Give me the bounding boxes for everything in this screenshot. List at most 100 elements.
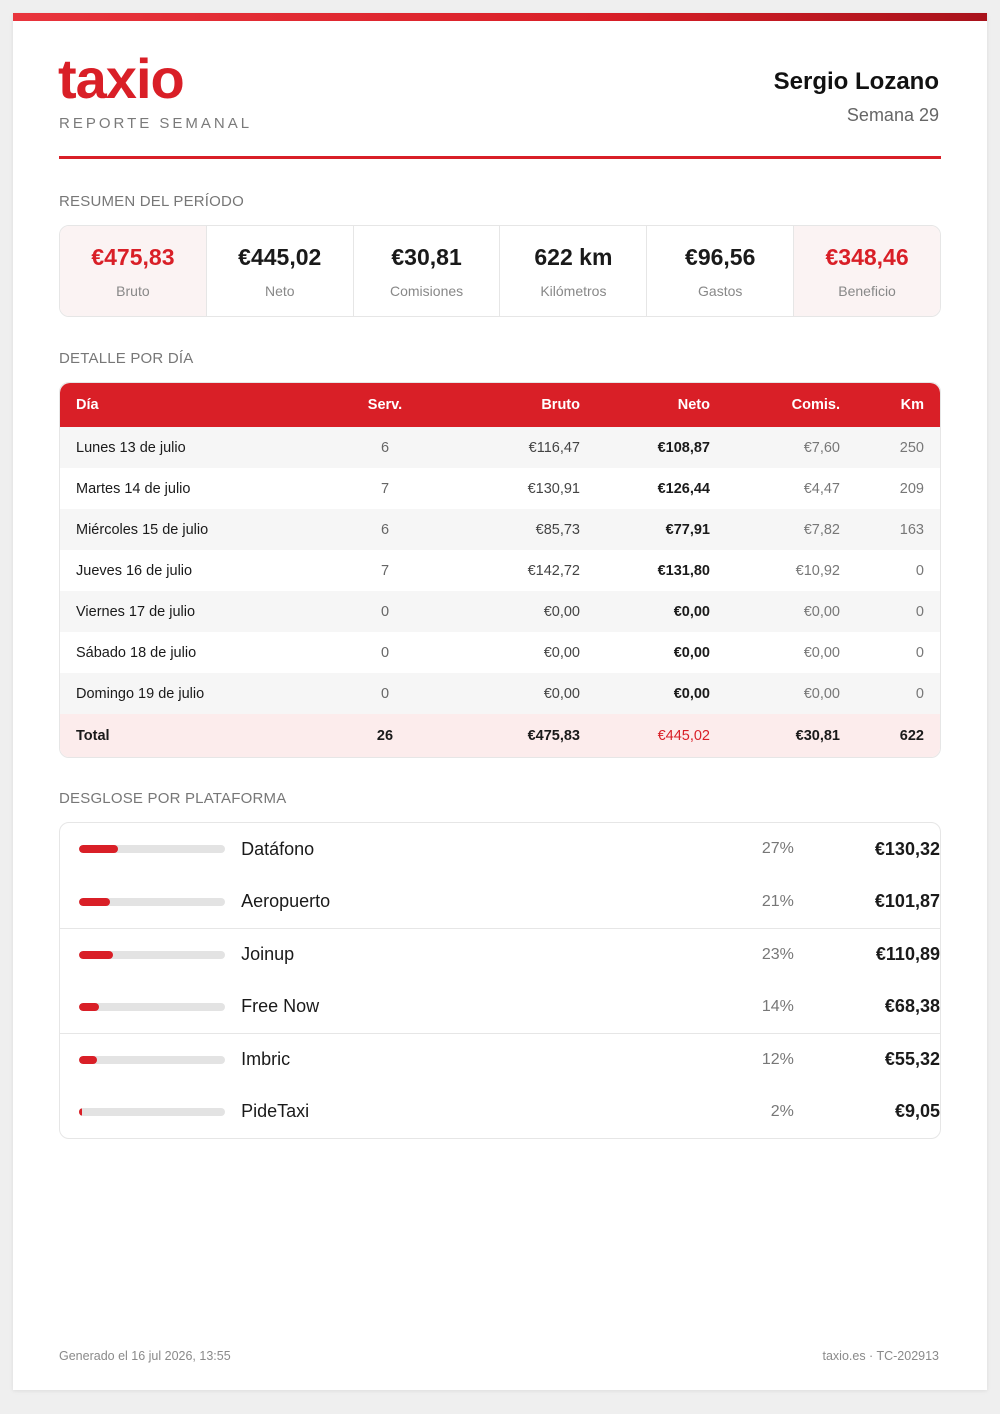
card-value: €475,83 — [91, 243, 175, 270]
day-cell: Jueves 16 de julio — [76, 562, 193, 579]
km-cell: 250 — [899, 439, 924, 456]
platform-name: Aeropuerto — [241, 891, 331, 912]
total-km: 622 — [899, 727, 924, 744]
bruto-cell: €142,72 — [527, 562, 580, 579]
card-value: €445,02 — [238, 243, 322, 270]
taxio-logo: taxio — [58, 47, 185, 110]
driver-name: Sergio Lozano — [773, 68, 939, 95]
services-cell: 7 — [380, 480, 390, 497]
summary-cards: €475,83 Bruto €445,02 Neto €30,81 Comisi… — [59, 225, 941, 317]
summary-card-kilometros: 622 km Kilómetros — [500, 226, 648, 316]
platform-row: Aeropuerto 21% €101,87 — [60, 876, 940, 929]
table-row: Jueves 16 de julio 7 €142,72 €131,80 €10,92 0 — [60, 550, 940, 591]
neto-cell: €126,44 — [657, 480, 710, 497]
card-label: Gastos — [698, 282, 743, 299]
share-bar-fill — [79, 950, 113, 959]
column-header: Día — [76, 397, 99, 413]
bruto-cell: €0,00 — [543, 603, 580, 620]
km-cell: 163 — [899, 521, 924, 538]
comisiones-cell: €10,92 — [795, 562, 840, 579]
bruto-cell: €0,00 — [543, 644, 580, 661]
platform-row: Joinup 23% €110,89 — [60, 928, 940, 981]
summary-section-title: RESUMEN DEL PERÍODO — [59, 193, 244, 210]
table-row: Lunes 13 de julio 6 €116,47 €108,87 €7,60 250 — [60, 427, 940, 468]
platform-amount: €110,89 — [875, 944, 940, 965]
table-row: Sábado 18 de julio 0 €0,00 €0,00 €0,00 0 — [60, 632, 940, 673]
bruto-cell: €130,91 — [527, 480, 580, 497]
day-cell: Sábado 18 de julio — [76, 644, 197, 661]
summary-card-neto: €445,02 Neto — [207, 226, 354, 316]
total-bruto: €475,83 — [527, 727, 580, 744]
share-bar-track — [79, 1002, 226, 1011]
table-body: Lunes 13 de julio 6 €116,47 €108,87 €7,60 250… — [60, 427, 940, 714]
total-comisiones: €30,81 — [795, 727, 840, 744]
platform-percent: 23% — [761, 945, 794, 963]
platform-name: Datáfono — [241, 838, 315, 859]
report-reference: taxio.es · TC-202913 — [822, 1349, 940, 1363]
week-label: Semana 29 — [846, 105, 939, 125]
card-label: Kilómetros — [540, 282, 607, 299]
neto-cell: €77,91 — [665, 521, 710, 538]
platform-percent: 2% — [770, 1102, 794, 1120]
daily-section-title: DETALLE POR DÍA — [59, 350, 194, 367]
km-cell: 209 — [899, 480, 924, 497]
comisiones-cell: €0,00 — [803, 685, 840, 702]
platform-percent: 14% — [761, 997, 794, 1015]
neto-cell: €0,00 — [673, 644, 710, 661]
report-page: taxio REPORTE SEMANAL Sergio Lozano Sema… — [13, 13, 987, 1390]
platform-amount: €101,87 — [874, 891, 940, 912]
platform-name: Free Now — [241, 996, 320, 1017]
summary-card-comisiones: €30,81 Comisiones — [354, 226, 501, 316]
km-cell: 0 — [915, 562, 924, 579]
comisiones-cell: €0,00 — [803, 603, 840, 620]
comisiones-cell: €4,47 — [803, 480, 840, 497]
total-neto: €445,02 — [657, 727, 710, 744]
summary-card-gastos: €96,56 Gastos — [647, 226, 795, 316]
table-row: Viernes 17 de julio 0 €0,00 €0,00 €0,00 0 — [60, 591, 940, 632]
platform-percent: 21% — [761, 892, 794, 910]
comisiones-cell: €0,00 — [803, 644, 840, 661]
platform-row: Imbric 12% €55,32 — [60, 1033, 940, 1086]
share-bar-track — [79, 950, 226, 959]
day-cell: Domingo 19 de julio — [76, 685, 205, 702]
card-label: Bruto — [116, 282, 150, 299]
daily-table: Día Serv. Bruto Neto Comis. Km Lunes 13 … — [59, 382, 941, 758]
platform-name: Joinup — [241, 944, 295, 965]
platform-percent: 12% — [761, 1050, 794, 1068]
platform-percent: 27% — [761, 840, 794, 858]
table-row: Domingo 19 de julio 0 €0,00 €0,00 €0,00 0 — [60, 673, 940, 714]
km-cell: 0 — [915, 644, 924, 661]
table-header-row: Día Serv. Bruto Neto Comis. Km — [60, 383, 940, 427]
report-subtitle: REPORTE SEMANAL — [59, 115, 253, 132]
platforms-list: Datáfono 27% €130,32 Aeropuerto 21% €101,87 Jo… — [59, 822, 941, 1139]
day-cell: Viernes 17 de julio — [76, 603, 196, 620]
neto-cell: €108,87 — [657, 439, 710, 456]
day-cell: Lunes 13 de julio — [76, 439, 186, 456]
generated-timestamp: Generado el 16 jul 2026, 13:55 — [59, 1349, 231, 1363]
services-cell: 6 — [380, 521, 390, 538]
column-header: Neto — [677, 397, 710, 413]
platform-row: Free Now 14% €68,38 — [60, 981, 940, 1034]
services-cell: 0 — [380, 603, 390, 620]
day-cell: Miércoles 15 de julio — [76, 521, 209, 538]
column-header: Km — [900, 397, 924, 413]
header-divider — [59, 156, 941, 159]
card-value: €30,81 — [391, 243, 462, 270]
platform-amount: €55,32 — [884, 1049, 940, 1070]
card-value: 622 km — [534, 243, 613, 270]
accent-top-bar — [13, 13, 987, 21]
km-cell: 0 — [915, 603, 924, 620]
card-value: €348,46 — [825, 243, 909, 270]
bruto-cell: €0,00 — [543, 685, 580, 702]
neto-cell: €0,00 — [673, 603, 710, 620]
card-label: Beneficio — [838, 282, 896, 299]
summary-card-bruto: €475,83 Bruto — [60, 226, 207, 316]
column-header: Serv. — [367, 397, 403, 413]
platform-name: PideTaxi — [241, 1101, 310, 1122]
bruto-cell: €85,73 — [535, 521, 580, 538]
platforms-section-title: DESGLOSE POR PLATAFORMA — [59, 790, 287, 807]
platform-amount: €68,38 — [884, 996, 940, 1017]
services-cell: 0 — [380, 644, 390, 661]
table-row: Martes 14 de julio 7 €130,91 €126,44 €4,47 20… — [60, 468, 940, 509]
share-bar-track — [79, 845, 226, 854]
